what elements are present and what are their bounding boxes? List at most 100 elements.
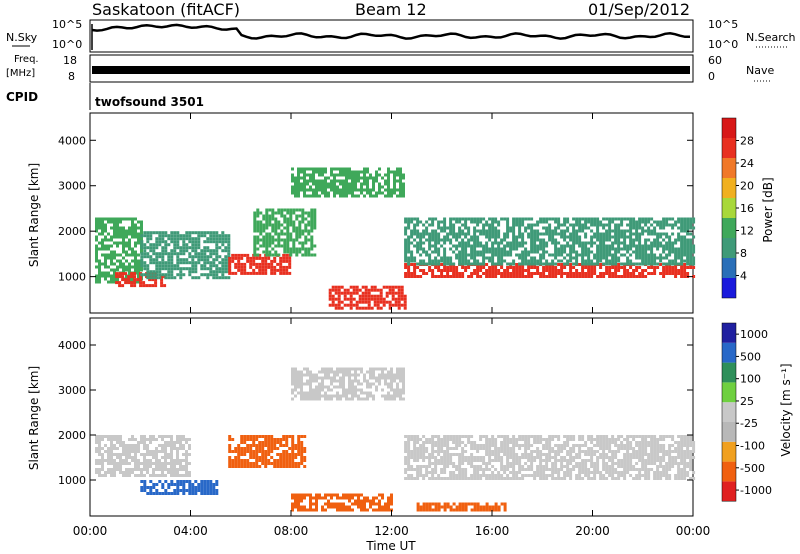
heatmap-cell (638, 435, 642, 438)
heatmap-cell (680, 238, 684, 242)
heatmap-cell (215, 492, 219, 495)
heatmap-cell (309, 385, 312, 389)
heatmap-cell (668, 272, 672, 275)
heatmap-cell (228, 271, 232, 275)
nsky-tick-high: 10^5 (52, 18, 82, 31)
heatmap-cell (638, 456, 642, 459)
heatmap-cell (617, 256, 621, 260)
heatmap-cell (200, 231, 204, 235)
heatmap-cell (491, 253, 495, 257)
heatmap-cell (620, 253, 624, 257)
heatmap-cell (653, 232, 657, 236)
heatmap-cell (509, 244, 513, 248)
heatmap-cell (369, 376, 372, 380)
heatmap-cell (596, 471, 600, 474)
heatmap-cell (149, 486, 153, 489)
heatmap-cell (422, 235, 426, 239)
heatmap-cell (527, 250, 531, 254)
heatmap-cell (677, 250, 681, 254)
heatmap-cell (285, 450, 289, 453)
heatmap-cell (227, 234, 231, 238)
heatmap-cell (467, 462, 471, 465)
heatmap-cell (98, 217, 101, 221)
heatmap-cell (209, 492, 213, 495)
heatmap-cell (572, 266, 576, 269)
heatmap-cell (638, 244, 642, 248)
heatmap-cell (119, 229, 122, 233)
heatmap-cell (390, 370, 393, 374)
heatmap-cell (345, 496, 348, 500)
heatmap-cell (455, 444, 459, 447)
heatmap-cell (581, 269, 585, 272)
heatmap-cell (536, 220, 540, 224)
heatmap-cell (455, 435, 459, 438)
heatmap-cell (455, 253, 459, 257)
heatmap-cell (351, 173, 354, 177)
heatmap-cell (131, 459, 134, 462)
heatmap-cell (378, 379, 381, 383)
heatmap-cell (410, 241, 414, 245)
heatmap-cell (503, 450, 507, 453)
heatmap-cell (143, 435, 146, 438)
heatmap-cell (191, 276, 195, 280)
heatmap-cell (292, 229, 296, 233)
heatmap-cell (116, 226, 119, 230)
heatmap-cell (291, 453, 295, 456)
heatmap-cell (101, 217, 104, 221)
heatmap-cell (647, 256, 651, 260)
heatmap-cell (336, 167, 339, 171)
heatmap-cell (203, 258, 207, 262)
heatmap-cell (611, 453, 615, 456)
heatmap-cell (680, 275, 684, 278)
heatmap-cell (393, 188, 396, 192)
heatmap-cell (309, 373, 312, 377)
heatmap-cell (158, 474, 161, 477)
heatmap-cell (506, 450, 510, 453)
heatmap-cell (280, 208, 284, 212)
heatmap-cell (285, 271, 289, 275)
heatmap-cell (360, 176, 363, 180)
heatmap-cell (388, 306, 392, 310)
heatmap-cell (246, 271, 250, 275)
heatmap-cell (279, 453, 283, 456)
heatmap-cell (113, 250, 116, 254)
heatmap-cell (605, 438, 609, 441)
heatmap-cell (393, 391, 396, 395)
heatmap-cell (396, 385, 399, 389)
heatmap-cell (104, 247, 107, 251)
heatmap-cell (554, 453, 558, 456)
heatmap-cell (212, 273, 216, 277)
heatmap-cell (228, 459, 232, 462)
heatmap-cell (626, 462, 630, 465)
heatmap-cell (566, 465, 570, 468)
heatmap-cell (446, 477, 450, 480)
heatmap-cell (107, 274, 110, 278)
heatmap-cell (394, 297, 398, 301)
heatmap-cell (644, 468, 648, 471)
heatmap-cell (554, 253, 558, 257)
heatmap-cell (158, 450, 161, 453)
heatmap-cell (276, 268, 280, 272)
heatmap-cell (152, 453, 155, 456)
heatmap-cell (262, 244, 266, 248)
heatmap-cell (545, 217, 549, 221)
heatmap-cell (428, 269, 432, 272)
heatmap-cell (626, 471, 630, 474)
heatmap-cell (632, 468, 636, 471)
heatmap-cell (249, 456, 253, 459)
heatmap-cell (101, 438, 104, 441)
heatmap-cell (482, 253, 486, 257)
heatmap-cell (400, 288, 404, 292)
heatmap-cell (134, 438, 137, 441)
heatmap-cell (488, 217, 492, 221)
heatmap-cell (104, 271, 107, 275)
heatmap-cell (143, 483, 147, 486)
heatmap-cell (626, 459, 630, 462)
heatmap-cell (152, 468, 155, 471)
heatmap-cell (249, 259, 253, 263)
heatmap-cell (294, 502, 297, 506)
heatmap-cell (470, 474, 474, 477)
heatmap-cell (397, 303, 401, 307)
heatmap-cell (170, 435, 173, 438)
heatmap-cell (252, 453, 256, 456)
